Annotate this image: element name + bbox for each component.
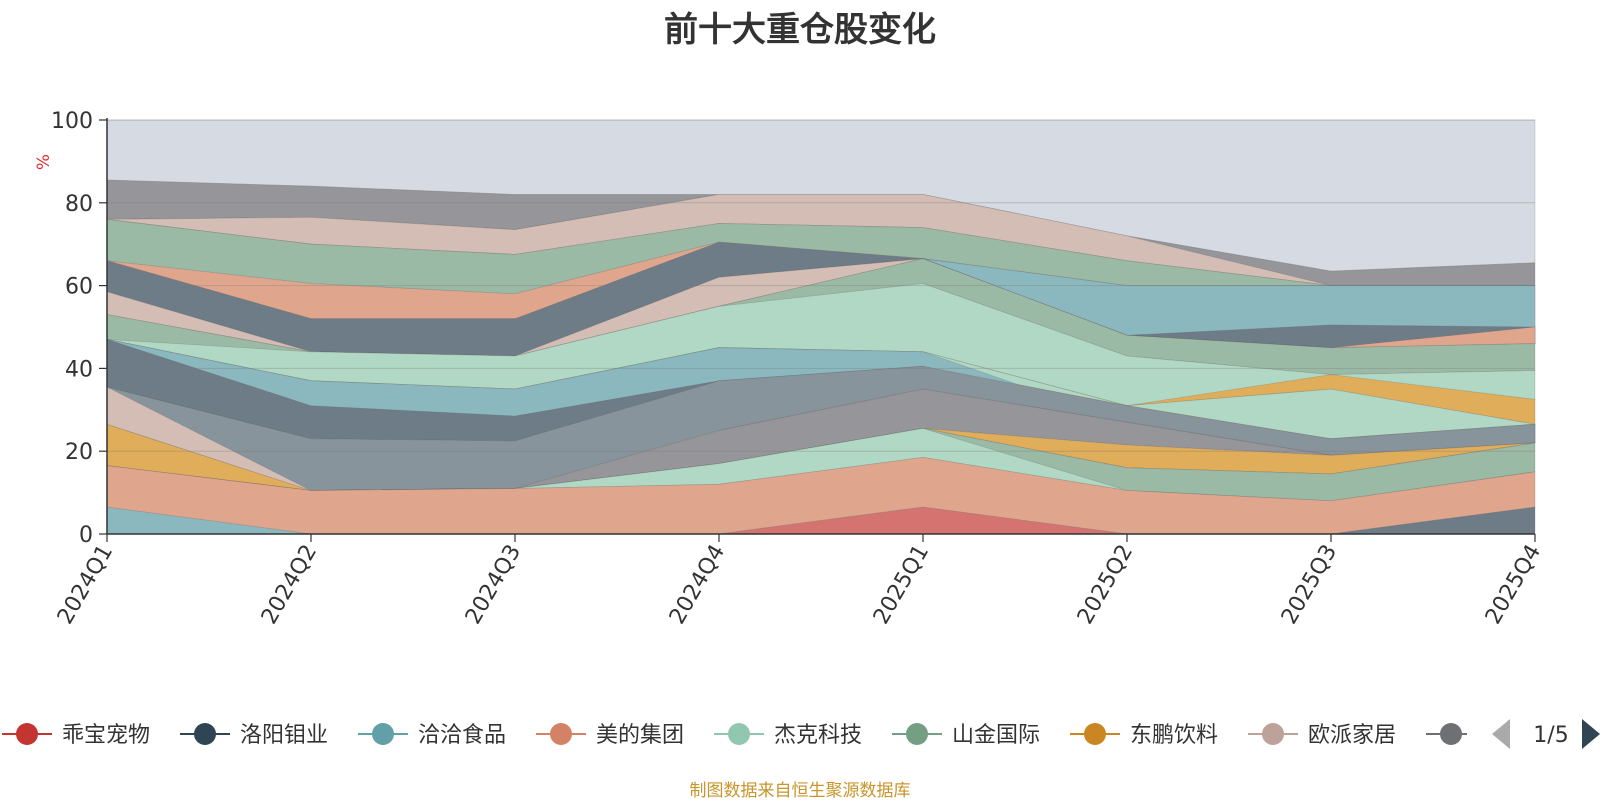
y-tick-label: 20 bbox=[65, 440, 93, 465]
legend-marker[interactable] bbox=[728, 723, 750, 745]
legend-item-label[interactable]: 洽洽食品 bbox=[418, 723, 506, 748]
legend-item-label[interactable]: 山金国际 bbox=[952, 723, 1040, 748]
x-tick-label: 2025Q4 bbox=[1481, 541, 1546, 629]
legend-item-label[interactable]: 东鹏饮料 bbox=[1130, 723, 1218, 748]
legend-item-label[interactable]: 杰克科技 bbox=[774, 723, 862, 748]
x-tick-label: 2025Q1 bbox=[869, 541, 934, 629]
x-tick-label: 2024Q1 bbox=[53, 541, 118, 629]
legend-marker[interactable] bbox=[1084, 723, 1106, 745]
x-tick-label: 2025Q2 bbox=[1073, 541, 1138, 629]
x-tick-label: 2024Q4 bbox=[665, 541, 730, 629]
legend-item-label[interactable]: 乖宝宠物 bbox=[62, 723, 150, 748]
data-source-note: 制图数据来自恒生聚源数据库 bbox=[689, 781, 911, 801]
y-tick-label: 0 bbox=[79, 523, 93, 548]
x-tick-label: 2025Q3 bbox=[1277, 541, 1342, 629]
legend-next-page-icon[interactable] bbox=[1582, 719, 1600, 749]
legend-marker[interactable] bbox=[906, 723, 928, 745]
y-tick-label: 80 bbox=[65, 192, 93, 217]
legend-marker[interactable] bbox=[16, 723, 38, 745]
y-tick-label: 60 bbox=[65, 275, 93, 300]
chart-title: 前十大重仓股变化 bbox=[664, 10, 936, 50]
y-tick-label: 40 bbox=[65, 357, 93, 382]
x-tick-label: 2024Q3 bbox=[461, 541, 526, 629]
legend-item-label[interactable]: 欧派家居 bbox=[1308, 723, 1396, 748]
legend-prev-page-icon[interactable] bbox=[1492, 719, 1510, 749]
legend-item-label[interactable]: 洛阳钼业 bbox=[240, 723, 328, 748]
x-tick-label: 2024Q2 bbox=[257, 541, 322, 629]
legend-marker[interactable] bbox=[1262, 723, 1284, 745]
y-axis-unit: % bbox=[34, 154, 54, 170]
legend-marker[interactable] bbox=[550, 723, 572, 745]
y-tick-label: 100 bbox=[51, 109, 93, 134]
legend-marker[interactable] bbox=[1440, 723, 1462, 745]
legend-item-label[interactable]: 美的集团 bbox=[596, 723, 684, 748]
legend-marker[interactable] bbox=[372, 723, 394, 745]
area-band-11 bbox=[106, 283, 1536, 407]
legend-pager-bg bbox=[1467, 700, 1600, 770]
legend-page-indicator: 1/5 bbox=[1533, 723, 1568, 748]
legend-marker[interactable] bbox=[194, 723, 216, 745]
